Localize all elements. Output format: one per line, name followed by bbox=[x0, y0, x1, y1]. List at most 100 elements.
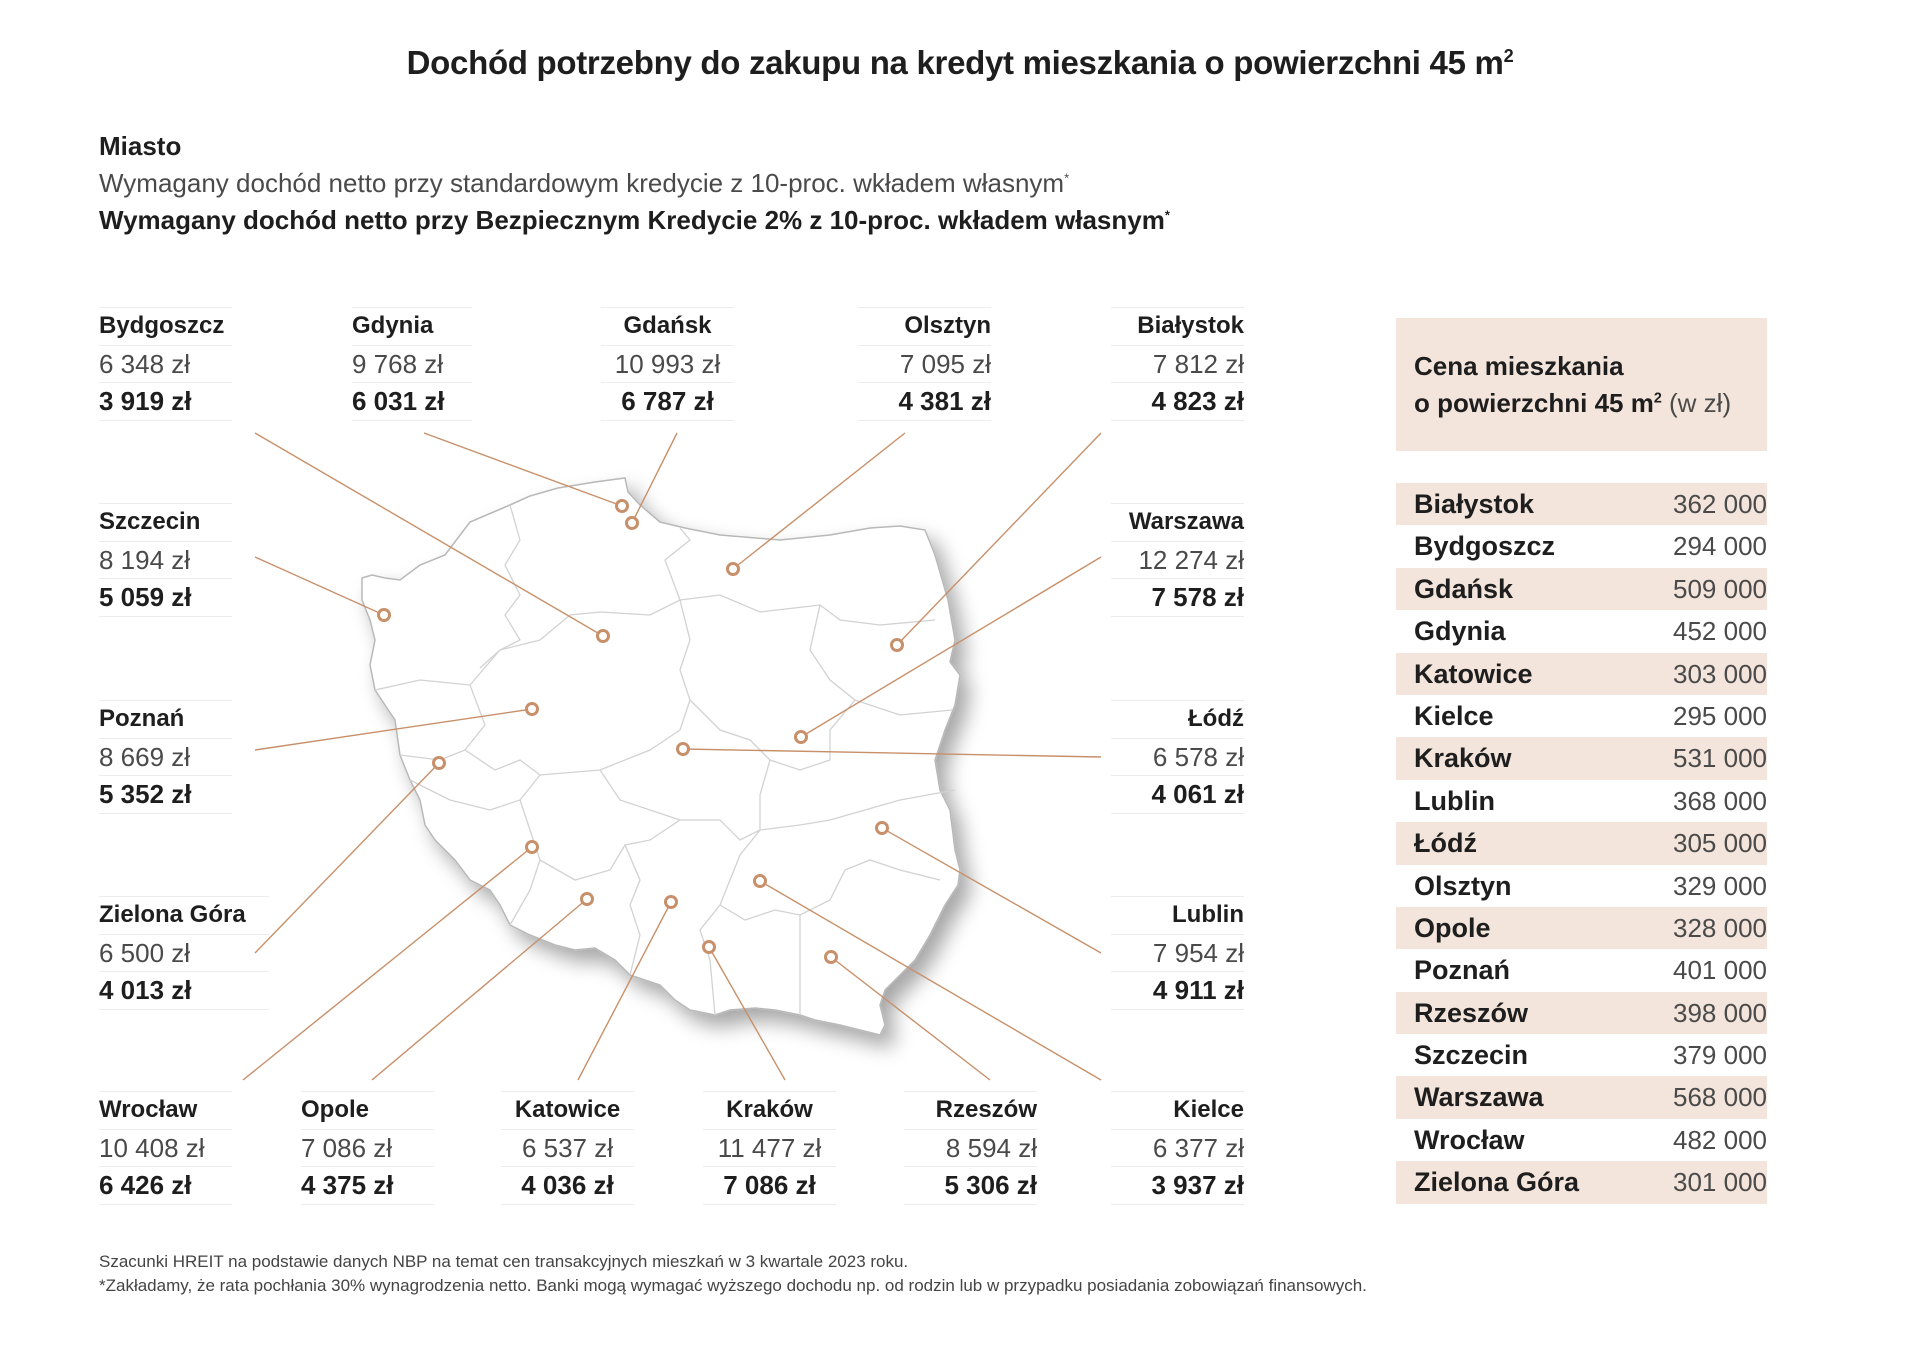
table-price: 482 000 bbox=[1673, 1124, 1767, 1155]
marker-lodz bbox=[676, 742, 690, 756]
city-name: Szczecin bbox=[99, 503, 232, 541]
city-safe-income: 4 375 zł bbox=[301, 1166, 434, 1205]
marker-lublin bbox=[875, 821, 889, 835]
table-city: Kielce bbox=[1414, 700, 1494, 731]
leader-line-warszawa bbox=[800, 556, 1102, 738]
leader-line-olsztyn bbox=[732, 432, 906, 570]
table-row: Olsztyn 329 000 bbox=[1396, 865, 1767, 907]
table-city: Katowice bbox=[1414, 658, 1533, 689]
city-label-bydgoszcz: Bydgoszcz 6 348 zł 3 919 zł bbox=[99, 307, 232, 421]
poland-outline bbox=[361, 477, 961, 1036]
city-name: Zielona Góra bbox=[99, 896, 269, 934]
leader-line-bialystok bbox=[896, 432, 1102, 646]
city-label-szczecin: Szczecin 8 194 zł 5 059 zł bbox=[99, 503, 232, 617]
city-standard-income: 8 669 zł bbox=[99, 737, 232, 776]
city-name: Gdańsk bbox=[601, 307, 734, 345]
marker-bydgoszcz bbox=[596, 629, 610, 643]
city-safe-income: 3 937 zł bbox=[1111, 1166, 1244, 1205]
footer-assumption: *Zakładamy, że rata pochłania 30% wynagr… bbox=[99, 1276, 1367, 1295]
table-price: 401 000 bbox=[1673, 955, 1767, 986]
leader-line-kielce bbox=[759, 880, 1102, 1081]
city-safe-income: 6 426 zł bbox=[99, 1166, 232, 1205]
city-standard-income: 6 377 zł bbox=[1111, 1128, 1244, 1167]
table-city: Olsztyn bbox=[1414, 870, 1512, 901]
table-price: 329 000 bbox=[1673, 870, 1767, 901]
footer-notes: Szacunki HREIT na podstawie danych NBP n… bbox=[99, 1250, 1367, 1298]
table-row: Gdynia 452 000 bbox=[1396, 610, 1767, 652]
table-row: Kielce 295 000 bbox=[1396, 695, 1767, 737]
table-price: 303 000 bbox=[1673, 658, 1767, 689]
city-label-lublin: Lublin 7 954 zł 4 911 zł bbox=[1111, 896, 1244, 1010]
table-city: Wrocław bbox=[1414, 1124, 1525, 1155]
table-city: Warszawa bbox=[1414, 1082, 1544, 1113]
table-price: 362 000 bbox=[1673, 489, 1767, 519]
city-label-zielona-gora: Zielona Góra 6 500 zł 4 013 zł bbox=[99, 896, 269, 1010]
city-name: Bydgoszcz bbox=[99, 307, 232, 345]
table-city: Kraków bbox=[1414, 743, 1512, 774]
leader-line-opole bbox=[371, 898, 588, 1081]
city-safe-income: 4 381 zł bbox=[858, 382, 991, 421]
legend-standard-label: Wymagany dochód netto przy standardowym … bbox=[99, 168, 1070, 198]
legend-safe-label: Wymagany dochód netto przy Bezpiecznym K… bbox=[99, 205, 1170, 235]
table-price: 295 000 bbox=[1673, 700, 1767, 731]
city-name: Olsztyn bbox=[858, 307, 991, 345]
voivodeship-borders bbox=[374, 504, 956, 1016]
marker-warszawa bbox=[794, 730, 808, 744]
city-label-olsztyn: Olsztyn 7 095 zł 4 381 zł bbox=[858, 307, 991, 421]
table-row: Szczecin 379 000 bbox=[1396, 1034, 1767, 1076]
table-row: Opole 328 000 bbox=[1396, 906, 1767, 950]
leader-line-katowice bbox=[577, 901, 672, 1081]
table-price: 368 000 bbox=[1673, 785, 1767, 816]
city-name: Gdynia bbox=[352, 307, 472, 345]
table-city: Białystok bbox=[1414, 489, 1535, 519]
city-standard-income: 7 095 zł bbox=[858, 344, 991, 383]
marker-rzeszow bbox=[824, 950, 838, 964]
city-standard-income: 6 500 zł bbox=[99, 933, 269, 972]
table-city: Opole bbox=[1414, 912, 1491, 943]
city-name: Rzeszów bbox=[904, 1091, 1037, 1129]
leader-line-zielona-gora bbox=[254, 762, 440, 954]
city-safe-income: 6 031 zł bbox=[352, 382, 472, 421]
table-price: 509 000 bbox=[1673, 573, 1767, 604]
marker-zielona-gora bbox=[432, 756, 446, 770]
city-label-opole: Opole 7 086 zł 4 375 zł bbox=[301, 1091, 434, 1205]
city-name: Lublin bbox=[1111, 896, 1244, 934]
marker-szczecin bbox=[377, 608, 391, 622]
table-row: Bydgoszcz 294 000 bbox=[1396, 525, 1767, 567]
city-label-gdansk: Gdańsk 10 993 zł 6 787 zł bbox=[601, 307, 734, 421]
city-standard-income: 11 477 zł bbox=[703, 1128, 836, 1167]
marker-kielce bbox=[753, 874, 767, 888]
table-row: Poznań 401 000 bbox=[1396, 949, 1767, 991]
leader-line-lublin bbox=[881, 827, 1102, 954]
leader-line-krakow bbox=[708, 946, 786, 1081]
city-safe-income: 5 306 zł bbox=[904, 1166, 1037, 1205]
city-name: Katowice bbox=[501, 1091, 634, 1129]
city-standard-income: 10 408 zł bbox=[99, 1128, 232, 1167]
table-city: Łódź bbox=[1414, 828, 1477, 859]
marker-krakow bbox=[702, 940, 716, 954]
city-standard-income: 7 812 zł bbox=[1111, 344, 1244, 383]
table-price: 305 000 bbox=[1673, 828, 1767, 859]
table-price: 379 000 bbox=[1673, 1040, 1767, 1071]
table-city: Poznań bbox=[1414, 955, 1511, 986]
city-label-poznan: Poznań 8 669 zł 5 352 zł bbox=[99, 700, 232, 814]
table-row: Kraków 531 000 bbox=[1396, 737, 1767, 780]
city-standard-income: 8 594 zł bbox=[904, 1128, 1037, 1167]
city-standard-income: 6 537 zł bbox=[501, 1128, 634, 1167]
city-safe-income: 5 059 zł bbox=[99, 578, 232, 617]
legend: Miasto Wymagany dochód netto przy standa… bbox=[99, 128, 1170, 239]
table-price: 452 000 bbox=[1673, 616, 1767, 647]
city-standard-income: 8 194 zł bbox=[99, 540, 232, 579]
city-safe-income: 6 787 zł bbox=[601, 382, 734, 421]
leader-line-gdynia bbox=[423, 432, 623, 507]
city-standard-income: 6 578 zł bbox=[1111, 737, 1244, 776]
marker-olsztyn bbox=[726, 562, 740, 576]
city-standard-income: 6 348 zł bbox=[99, 344, 232, 383]
city-label-bialystok: Białystok 7 812 zł 4 823 zł bbox=[1111, 307, 1244, 421]
table-city: Lublin bbox=[1414, 785, 1495, 816]
table-city: Bydgoszcz bbox=[1414, 531, 1556, 562]
table-row: Rzeszów 398 000 bbox=[1396, 991, 1767, 1035]
table-row: Gdańsk 509 000 bbox=[1396, 567, 1767, 611]
marker-gdynia bbox=[615, 499, 629, 513]
